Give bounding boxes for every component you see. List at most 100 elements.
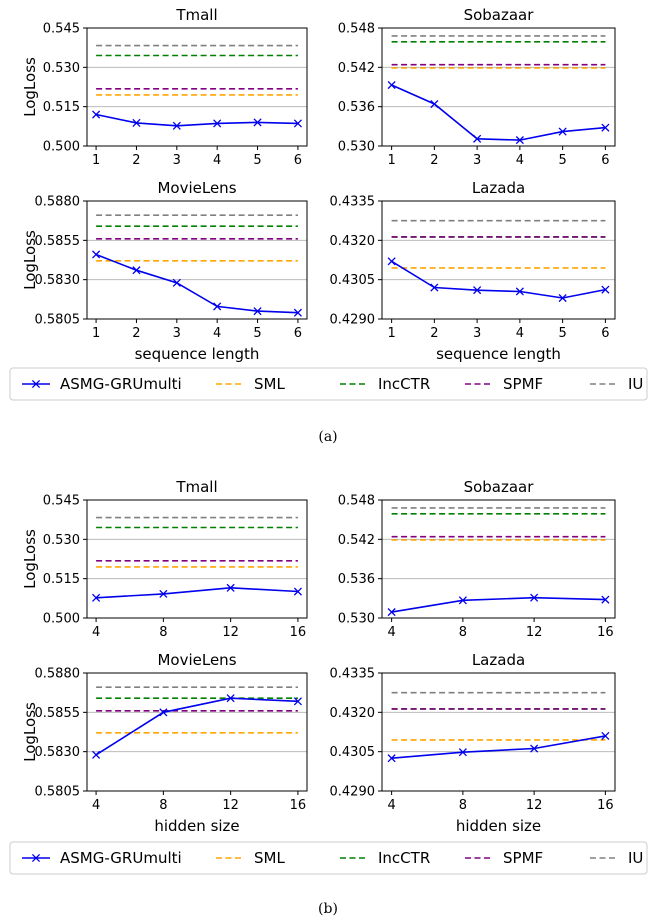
data-point-marker bbox=[132, 118, 141, 127]
x-tick-label: 4 bbox=[213, 153, 221, 168]
y-tick-label: 0.5880 bbox=[35, 667, 81, 682]
x-tick-label: 4 bbox=[387, 798, 395, 813]
data-point-marker bbox=[430, 283, 439, 292]
x-tick-label: 4 bbox=[516, 153, 524, 168]
legend-label: SML bbox=[254, 849, 285, 867]
legend-label: IU bbox=[628, 375, 643, 393]
x-tick-label: 5 bbox=[253, 153, 261, 168]
x-tick-label: 12 bbox=[222, 625, 239, 640]
x-tick-label: 3 bbox=[473, 326, 481, 341]
x-tick-label: 2 bbox=[132, 153, 140, 168]
legend-box bbox=[9, 367, 648, 401]
data-point-marker bbox=[515, 136, 524, 145]
legend-label: ASMG-GRUmulti bbox=[60, 849, 182, 867]
data-point-marker bbox=[226, 583, 235, 592]
legend-box bbox=[9, 841, 648, 875]
legend-entry-iu: IU bbox=[590, 849, 643, 867]
legend-entry-spmf: SPMF bbox=[465, 849, 543, 867]
x-tick-label: 8 bbox=[459, 798, 467, 813]
x-axis-label: sequence length bbox=[135, 345, 260, 363]
data-point-marker bbox=[253, 307, 262, 316]
legend-entry-incctr: IncCTR bbox=[340, 375, 430, 393]
series-line-asmg-grumulti bbox=[95, 253, 298, 314]
data-point-marker bbox=[530, 744, 539, 753]
axes-frame bbox=[381, 200, 616, 320]
chart-panel-a-lazada: 0.4290 0.4305 0.4320 0.4335 1 2 3 4 5 6 Lazada sequ… bbox=[330, 179, 616, 363]
x-tick-label: 4 bbox=[387, 625, 395, 640]
data-point-marker bbox=[387, 754, 396, 763]
chart-panel-a-movielens: 0.5805 0.5830 0.5855 0.5880 1 2 3 4 5 6 MovieLens L… bbox=[21, 179, 308, 363]
x-tick-label: 16 bbox=[597, 625, 614, 640]
x-tick-label: 1 bbox=[92, 326, 100, 341]
chart-panel-b-tmall: 0.500 0.515 0.530 0.545 4 8 12 16 Tmall LogLoss bbox=[21, 478, 308, 640]
axes-frame bbox=[86, 672, 308, 792]
data-point-marker bbox=[172, 121, 181, 130]
axes-frame bbox=[86, 499, 308, 619]
x-tick-label: 12 bbox=[222, 798, 239, 813]
legends: ASMG-GRUmulti SML IncCTR SPMF IUASMG-GRUmult… bbox=[9, 367, 648, 875]
data-point-marker bbox=[601, 285, 610, 294]
data-point-marker bbox=[601, 123, 610, 132]
x-tick-label: 5 bbox=[253, 326, 261, 341]
data-point-marker bbox=[159, 708, 168, 717]
x-tick-label: 5 bbox=[558, 153, 566, 168]
y-tick-label: 0.4320 bbox=[330, 234, 376, 249]
series-line-asmg-grumulti bbox=[391, 735, 606, 759]
legend-entry-asmg-grumulti: ASMG-GRUmulti bbox=[22, 375, 182, 393]
axes-frame bbox=[381, 499, 616, 619]
y-tick-label: 0.4320 bbox=[330, 706, 376, 721]
y-axis-label: LogLoss bbox=[21, 57, 39, 117]
x-tick-label: 8 bbox=[159, 798, 167, 813]
x-tick-label: 5 bbox=[558, 326, 566, 341]
series-line-asmg-grumulti bbox=[95, 697, 298, 756]
legend-label: ASMG-GRUmulti bbox=[60, 375, 182, 393]
x-tick-label: 6 bbox=[294, 153, 302, 168]
x-tick-label: 1 bbox=[92, 153, 100, 168]
y-tick-label: 0.536 bbox=[338, 572, 375, 587]
x-tick-label: 16 bbox=[597, 798, 614, 813]
y-tick-label: 0.530 bbox=[338, 140, 375, 155]
data-point-marker bbox=[293, 119, 302, 128]
x-tick-label: 6 bbox=[601, 326, 609, 341]
x-tick-label: 4 bbox=[516, 326, 524, 341]
axes-frame bbox=[86, 200, 308, 320]
series-line-asmg-grumulti bbox=[96, 586, 298, 599]
x-tick-label: 3 bbox=[473, 153, 481, 168]
panel-title: Sobazaar bbox=[464, 6, 535, 24]
y-tick-label: 0.530 bbox=[338, 612, 375, 627]
legend-a: ASMG-GRUmulti SML IncCTR SPMF IU bbox=[9, 367, 648, 401]
axes-frame bbox=[381, 27, 616, 147]
y-tick-label: 0.5805 bbox=[35, 785, 81, 800]
y-tick-label: 0.5830 bbox=[35, 745, 81, 760]
x-tick-label: 3 bbox=[173, 326, 181, 341]
legend-entry-asmg-grumulti: ASMG-GRUmulti bbox=[22, 849, 182, 867]
y-tick-label: 0.542 bbox=[338, 533, 375, 548]
y-axis-label: LogLoss bbox=[21, 529, 39, 589]
x-tick-label: 16 bbox=[290, 798, 307, 813]
x-tick-label: 1 bbox=[387, 326, 395, 341]
y-tick-label: 0.548 bbox=[338, 494, 375, 509]
data-point-marker bbox=[515, 287, 524, 296]
legend-b: ASMG-GRUmulti SML IncCTR SPMF IU bbox=[9, 841, 648, 875]
data-point-marker bbox=[558, 127, 567, 136]
y-tick-label: 0.4290 bbox=[330, 313, 376, 328]
data-point-marker bbox=[387, 608, 396, 617]
x-axis-label: sequence length bbox=[436, 345, 561, 363]
y-tick-label: 0.4305 bbox=[330, 273, 376, 288]
data-point-marker bbox=[213, 302, 222, 311]
x-axis-label: hidden size bbox=[456, 817, 541, 835]
x-tick-label: 2 bbox=[430, 153, 438, 168]
panel-title: MovieLens bbox=[157, 651, 236, 669]
data-point-marker bbox=[601, 731, 610, 740]
panel-title: Sobazaar bbox=[464, 478, 535, 496]
data-point-marker bbox=[92, 110, 101, 119]
y-tick-label: 0.5880 bbox=[35, 195, 81, 210]
data-point-marker bbox=[530, 593, 539, 602]
y-tick-label: 0.530 bbox=[43, 61, 80, 76]
y-tick-label: 0.5855 bbox=[35, 706, 81, 721]
x-tick-label: 8 bbox=[459, 625, 467, 640]
legend-label: IncCTR bbox=[378, 375, 430, 393]
y-tick-label: 0.548 bbox=[338, 22, 375, 37]
data-point-marker bbox=[132, 266, 141, 275]
